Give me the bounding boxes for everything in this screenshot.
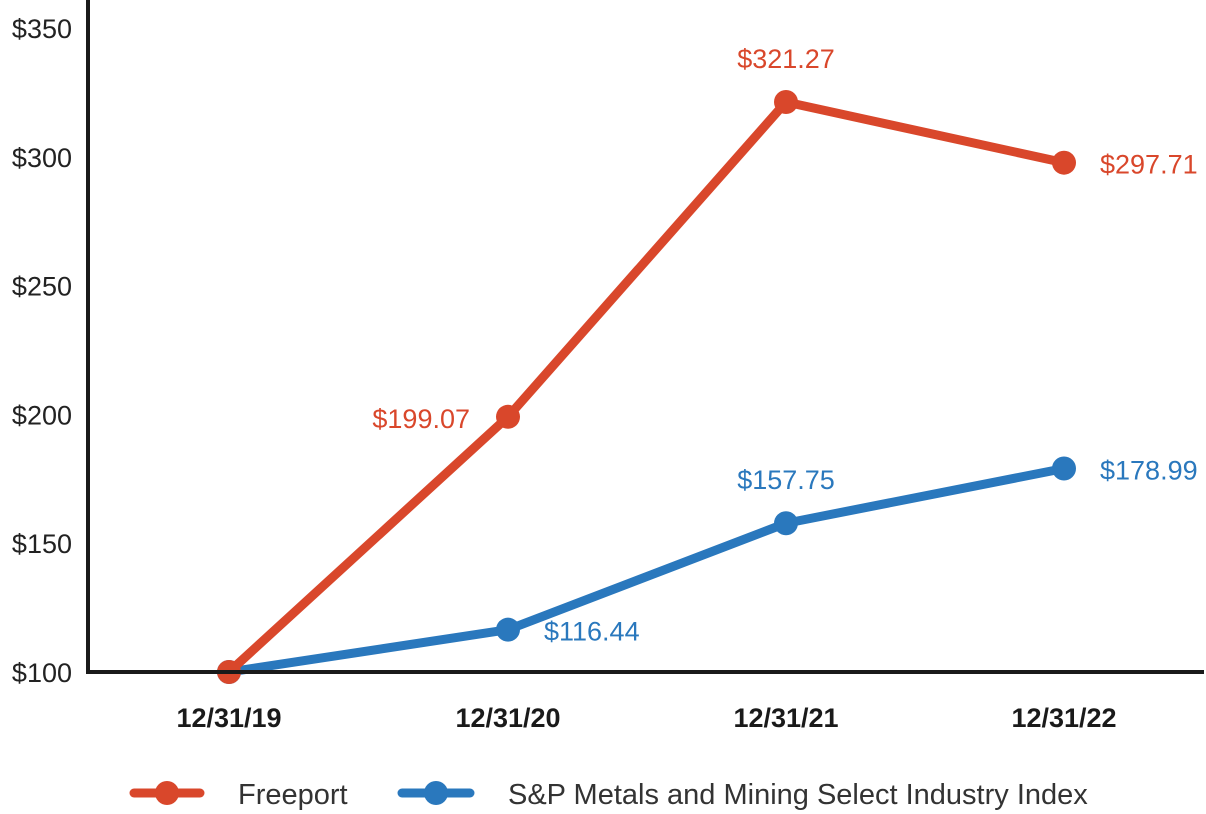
legend-swatch-marker	[424, 781, 448, 805]
legend-label: S&P Metals and Mining Select Industry In…	[508, 779, 1088, 811]
data-point	[774, 511, 798, 536]
legend-swatch-marker	[155, 781, 179, 805]
data-label: $178.99	[1100, 456, 1198, 486]
y-axis-ticks: $100 $150 $200 $250 $300 $350	[12, 14, 72, 688]
axes	[86, 0, 1204, 674]
series-sp-index: $116.44 $157.75 $178.99	[217, 456, 1198, 684]
data-label: $199.07	[372, 404, 470, 434]
y-tick-label: $250	[12, 272, 72, 302]
data-point	[496, 617, 520, 642]
y-tick-label: $350	[12, 14, 72, 44]
legend-label: Freeport	[238, 779, 348, 811]
data-label: $297.71	[1100, 150, 1198, 180]
x-tick-label: 12/31/20	[455, 703, 560, 733]
series-line	[224, 97, 1069, 677]
series-layer: $116.44 $157.75 $178.99 $199.07 $321.27 $297.…	[217, 44, 1198, 684]
x-tick-label: 12/31/22	[1011, 703, 1116, 733]
data-label: $116.44	[544, 617, 640, 647]
y-tick-label: $150	[12, 529, 72, 559]
legend-item: S&P Metals and Mining Select Industry In…	[397, 779, 1088, 811]
data-label: $157.75	[737, 465, 835, 495]
x-axis-ticks: 12/31/19 12/31/20 12/31/21 12/31/22	[176, 703, 1116, 733]
x-tick-label: 12/31/19	[176, 703, 281, 733]
series-freeport: $199.07 $321.27 $297.71	[217, 44, 1198, 684]
y-tick-label: $200	[12, 400, 72, 430]
data-label: $321.27	[737, 44, 835, 74]
y-tick-label: $300	[12, 143, 72, 173]
y-tick-label: $100	[12, 658, 72, 688]
series-line	[224, 464, 1069, 677]
data-point	[496, 404, 520, 429]
x-tick-label: 12/31/21	[733, 703, 838, 733]
data-point	[774, 90, 798, 115]
data-point	[1052, 150, 1076, 175]
legend: Freeport S&P Metals and Mining Select Ind…	[129, 779, 1088, 811]
legend-item: Freeport	[129, 779, 348, 811]
data-point	[1052, 456, 1076, 481]
